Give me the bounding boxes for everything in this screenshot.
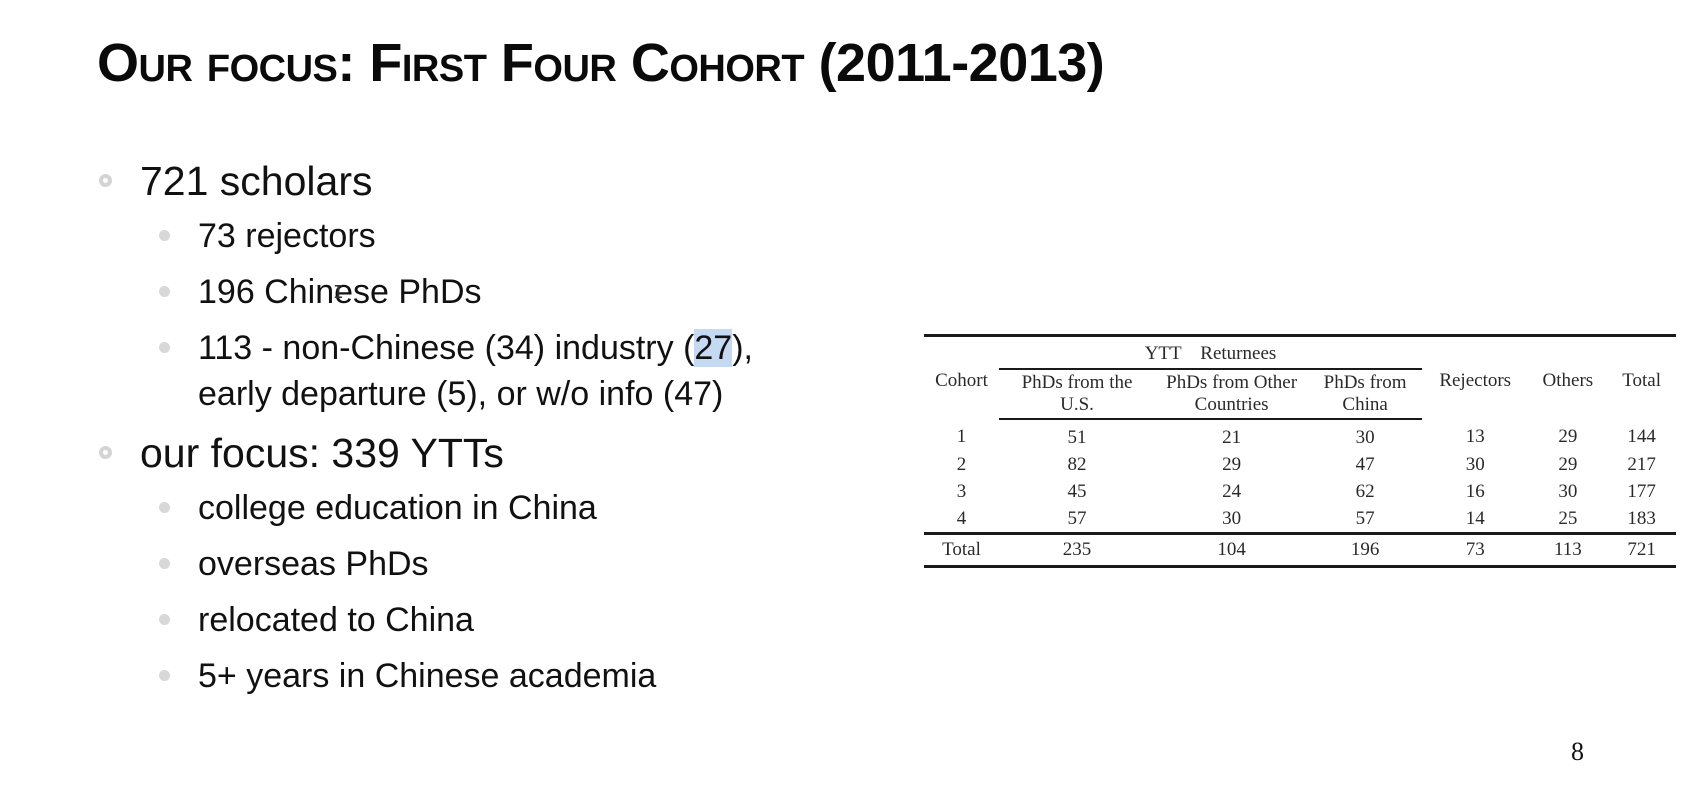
cell-phd-other: 29 <box>1222 453 1242 475</box>
cell-phd-us: 57 <box>1067 507 1087 529</box>
cell-phd-other: 30 <box>1222 507 1242 529</box>
selected-text[interactable]: 27 <box>694 329 733 367</box>
bullet-focus: our focus: 339 YTTs <box>97 427 897 479</box>
bullet-focus-item: overseas PhDs <box>97 541 897 587</box>
bullet-scholars: 721 scholars <box>97 155 897 207</box>
cell-total: 217 <box>1627 453 1656 475</box>
cell-cohort: Total <box>924 532 1000 568</box>
bullet-list: 721 scholars 73 rejectors 196 Chinese Ph… <box>97 155 897 709</box>
cell-total: 183 <box>1627 507 1656 529</box>
slide-title: Our focus: First Four Cohort (2011-2013) <box>97 33 1105 93</box>
bullet-focus-item: 5+ years in Chinese academia <box>97 653 897 699</box>
text-cursor-icon: I <box>333 282 344 303</box>
bullet-focus-item: relocated to China <box>97 597 897 643</box>
bullet-text: relocated to China <box>198 601 474 639</box>
cell-total: 177 <box>1627 480 1656 502</box>
table-row: 3 45 24 62 16 30 177 <box>924 478 1676 505</box>
bullet-text: 721 scholars <box>140 158 373 204</box>
cell-phd-other: 21 <box>1222 426 1242 448</box>
table-group-header-row: Cohort YTT Returnees Rejectors Others To… <box>924 334 1676 419</box>
bullet-other-categories: 113 - non-Chinese (34) industry (27), ea… <box>97 325 897 417</box>
cell-phd-china: 57 <box>1355 507 1375 529</box>
bullet-ring-icon <box>99 446 112 459</box>
bullet-dot-icon <box>159 342 170 353</box>
bullet-ring-icon <box>99 174 112 187</box>
table-column-header-row: PhDs from the U.S. PhDs from Other Count… <box>924 370 1676 420</box>
cell-phd-us: 45 <box>1067 480 1087 502</box>
cell-phd-us: 235 <box>999 532 1155 568</box>
cell-phd-china: 196 <box>1308 532 1422 568</box>
cohort-table: Cohort YTT Returnees Rejectors Others To… <box>924 334 1676 568</box>
bullet-text: college education in China <box>198 489 597 527</box>
col-header-phd-us: PhDs from the U.S. <box>999 370 1155 420</box>
bullet-text-segment: ), <box>732 329 753 367</box>
cell-rejectors: 30 <box>1465 453 1485 475</box>
bullet-text: 196 Chinese PhDs <box>198 273 482 311</box>
cell-others: 113 <box>1528 532 1608 568</box>
cell-cohort: 4 <box>956 507 967 529</box>
bullet-text-line2: early departure (5), or w/o info (47) <box>198 375 724 413</box>
col-header-total: Total <box>1607 334 1676 419</box>
bullet-dot-icon <box>159 286 170 297</box>
bullet-focus-item: college education in China <box>97 485 897 531</box>
bullet-rejectors: 73 rejectors <box>97 213 897 259</box>
cell-cohort: 2 <box>956 453 967 475</box>
bullet-text: 5+ years in Chinese academia <box>198 657 657 695</box>
cell-total: 721 <box>1607 532 1676 568</box>
cell-others: 29 <box>1558 426 1578 447</box>
cell-rejectors: 73 <box>1421 532 1529 568</box>
cell-cohort: 3 <box>956 480 967 502</box>
bullet-text-line1: 113 - non-Chinese (34) industry (27), <box>198 329 753 367</box>
bullet-text: our focus: 339 YTTs <box>140 430 504 476</box>
table-row: 1 51 21 30 13 29 144 <box>924 419 1676 451</box>
col-header-rejectors: Rejectors <box>1421 334 1529 419</box>
col-header-cohort: Cohort <box>924 334 1000 419</box>
bullet-dot-icon <box>159 614 170 625</box>
cell-phd-china: 47 <box>1355 453 1375 475</box>
cell-phd-other: 24 <box>1222 480 1242 502</box>
cell-others: 29 <box>1558 453 1578 475</box>
cell-phd-china: 30 <box>1355 426 1375 448</box>
cell-rejectors: 13 <box>1465 426 1485 447</box>
bullet-text-segment: 113 - non-Chinese (34) industry ( <box>198 329 695 367</box>
cell-others: 25 <box>1558 507 1578 529</box>
table-row: 2 82 29 47 30 29 217 <box>924 451 1676 478</box>
cell-phd-us: 82 <box>1067 453 1087 475</box>
table-total-row: Total 235 104 196 73 113 721 <box>924 532 1676 568</box>
bullet-text: 73 rejectors <box>198 217 376 255</box>
bullet-dot-icon <box>159 502 170 513</box>
bullet-chinese-phds: 196 Chinese PhDs <box>97 269 897 315</box>
bullet-text: overseas PhDs <box>198 545 429 583</box>
cell-others: 30 <box>1558 480 1578 502</box>
page-number: 8 <box>1571 737 1584 766</box>
col-header-phd-other: PhDs from Other Countries <box>1154 370 1309 420</box>
cell-phd-china: 62 <box>1355 480 1375 502</box>
cell-rejectors: 14 <box>1465 507 1485 529</box>
col-group-ytt-returnees: YTT Returnees <box>999 334 1422 370</box>
bullet-dot-icon <box>159 670 170 681</box>
col-header-phd-china: PhDs from China <box>1308 370 1422 420</box>
bullet-dot-icon <box>159 230 170 241</box>
cell-phd-other: 104 <box>1154 532 1309 568</box>
col-header-others: Others <box>1528 334 1608 419</box>
bullet-dot-icon <box>159 558 170 569</box>
table-row: 4 57 30 57 14 25 183 <box>924 505 1676 534</box>
cell-rejectors: 16 <box>1465 480 1485 502</box>
cell-total: 144 <box>1627 426 1656 447</box>
cell-phd-us: 51 <box>1067 426 1087 448</box>
cell-cohort: 1 <box>956 426 967 447</box>
group-header-label: YTT Returnees <box>999 343 1422 370</box>
